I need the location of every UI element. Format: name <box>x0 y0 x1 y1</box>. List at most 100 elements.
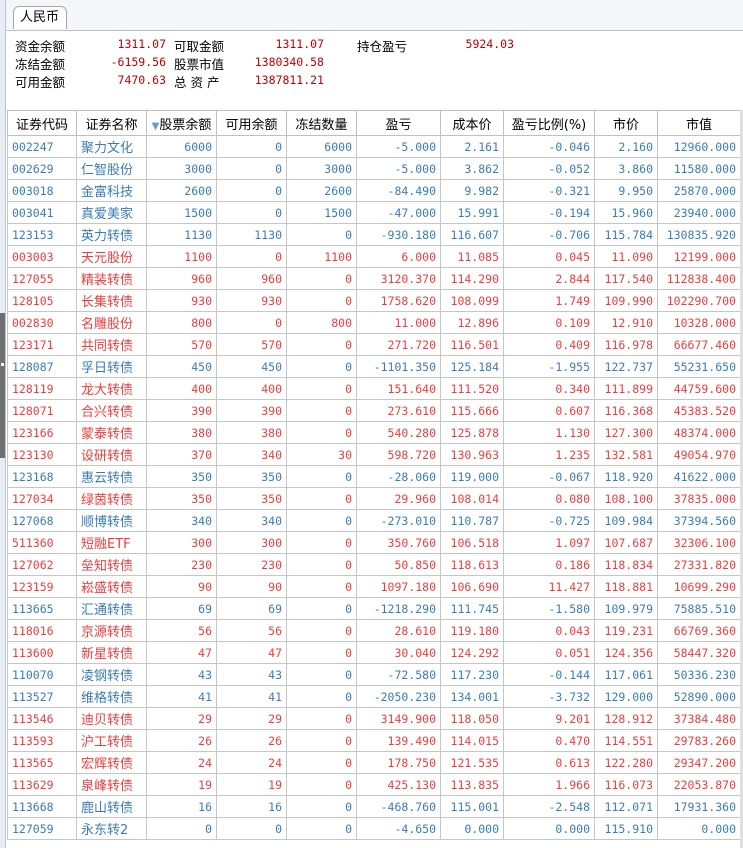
table-row[interactable]: 127059 永东转2 0 0 0 -4.650 0.000 0.000 115.910 0.00… <box>7 817 741 840</box>
table-cell: -273.010 <box>356 509 441 532</box>
table-cell: 109.984 <box>594 509 658 532</box>
table-cell: 0 <box>286 531 357 554</box>
table-cell: 11.427 <box>503 575 595 598</box>
table-cell: 66769.360 <box>657 619 741 642</box>
panel-splitter-handle[interactable] <box>0 313 5 458</box>
table-cell: 0.340 <box>503 377 595 400</box>
table-cell: 26 <box>216 729 287 752</box>
tab-rmb[interactable]: 人民币 <box>13 6 67 29</box>
table-cell: 0 <box>286 619 357 642</box>
security-code: 127034 <box>7 487 77 510</box>
table-row[interactable]: 128087 孚日转债 450 450 0 -1101.350 125.184 -1.955 1… <box>7 355 741 378</box>
table-row[interactable]: 003018 金富科技 2600 0 2600 -84.490 9.982 -0.321 9.9… <box>7 179 741 202</box>
table-cell: 960 <box>216 267 287 290</box>
table-row[interactable]: 123159 崧盛转债 90 90 0 1097.180 106.690 11.427 118.… <box>7 575 741 598</box>
vertical-scrollbar[interactable] <box>740 110 743 848</box>
table-cell: -0.052 <box>503 157 595 180</box>
table-cell: 47 <box>146 641 217 664</box>
security-name: 精装转债 <box>76 267 147 290</box>
column-header[interactable]: 冻结数量 <box>286 110 357 136</box>
table-row[interactable]: 123153 英力转债 1130 1130 0 -930.180 116.607 -0.706… <box>7 223 741 246</box>
table-cell: 0.051 <box>503 641 595 664</box>
security-name: 金富科技 <box>76 179 147 202</box>
column-header[interactable]: 成本价 <box>440 110 504 136</box>
table-cell: 0 <box>286 289 357 312</box>
column-header[interactable]: ▼股票余额 <box>146 110 217 136</box>
table-cell: 115.784 <box>594 223 658 246</box>
table-cell: 37384.480 <box>657 707 741 730</box>
security-code: 127062 <box>7 553 77 576</box>
table-cell: -0.046 <box>503 135 595 158</box>
table-row[interactable]: 113546 迪贝转债 29 29 0 3149.900 118.050 9.201 128.9… <box>7 707 741 730</box>
column-header[interactable]: 证券代码 <box>7 110 77 136</box>
table-row[interactable]: 002629 仁智股份 3000 0 3000 -5.000 3.862 -0.052 3.86… <box>7 157 741 180</box>
column-header[interactable]: 盈亏 <box>356 110 441 136</box>
table-row[interactable]: 002247 聚力文化 6000 0 6000 -5.000 2.161 -0.046 2.16… <box>7 135 741 158</box>
table-cell: 37394.560 <box>657 509 741 532</box>
table-cell: 111.745 <box>440 597 504 620</box>
table-row[interactable]: 128105 长集转债 930 930 0 1758.620 108.099 1.749 109… <box>7 289 741 312</box>
column-header[interactable]: 市值 <box>657 110 741 136</box>
table-cell: 3.862 <box>440 157 504 180</box>
table-row[interactable]: 003041 真爱美家 1500 0 1500 -47.000 15.991 -0.194 15… <box>7 201 741 224</box>
table-cell: 122.737 <box>594 355 658 378</box>
table-cell: 0 <box>286 355 357 378</box>
security-name: 崧盛转债 <box>76 575 147 598</box>
table-row[interactable]: 110070 凌钢转债 43 43 0 -72.580 117.230 -0.144 117.0… <box>7 663 741 686</box>
security-name: 新星转债 <box>76 641 147 664</box>
table-cell: -0.144 <box>503 663 595 686</box>
column-header[interactable]: 市价 <box>594 110 658 136</box>
table-row[interactable]: 113565 宏辉转债 24 24 0 178.750 121.535 0.613 122.28… <box>7 751 741 774</box>
table-row[interactable]: 128119 龙大转债 400 400 0 151.640 111.520 0.340 111.… <box>7 377 741 400</box>
table-row[interactable]: 113600 新星转债 47 47 0 30.040 124.292 0.051 124.356… <box>7 641 741 664</box>
table-cell: 12199.000 <box>657 245 741 268</box>
table-cell: 50336.230 <box>657 663 741 686</box>
table-cell: 340 <box>146 509 217 532</box>
table-cell: 0 <box>216 201 287 224</box>
security-code: 123171 <box>7 333 77 356</box>
table-row[interactable]: 123130 设研转债 370 340 30 598.720 130.963 1.235 132… <box>7 443 741 466</box>
table-row[interactable]: 113527 维格转债 41 41 0 -2050.230 134.001 -3.732 129… <box>7 685 741 708</box>
column-header[interactable]: 盈亏比例(%) <box>503 110 595 136</box>
table-row[interactable]: 128071 合兴转债 390 390 0 273.610 115.666 0.607 116.… <box>7 399 741 422</box>
table-row[interactable]: 113593 沪工转债 26 26 0 139.490 114.015 0.470 114.55… <box>7 729 741 752</box>
table-cell: 1130 <box>216 223 287 246</box>
table-row[interactable]: 118016 京源转债 56 56 0 28.610 119.180 0.043 119.231… <box>7 619 741 642</box>
table-cell: 90 <box>216 575 287 598</box>
table-cell: 1.966 <box>503 773 595 796</box>
table-row[interactable]: 123171 共同转债 570 570 0 271.720 116.501 0.409 116.… <box>7 333 741 356</box>
table-row[interactable]: 127055 精装转债 960 960 0 3120.370 114.290 2.844 117… <box>7 267 741 290</box>
table-cell: 30 <box>286 443 357 466</box>
table-cell: 0 <box>286 685 357 708</box>
table-row[interactable]: 002830 名雕股份 800 0 800 11.000 12.896 0.109 12.910… <box>7 311 741 334</box>
security-code: 113593 <box>7 729 77 752</box>
table-row[interactable]: 113668 鹿山转债 16 16 0 -468.760 115.001 -2.548 112.… <box>7 795 741 818</box>
summary-label: 可取金额 <box>174 39 225 54</box>
table-cell: 0 <box>286 421 357 444</box>
table-cell: 0.607 <box>503 399 595 422</box>
table-cell: 350 <box>216 465 287 488</box>
column-header[interactable]: 证券名称 <box>76 110 147 136</box>
security-code: 113565 <box>7 751 77 774</box>
table-row[interactable]: 123166 蒙泰转债 380 380 0 540.280 125.878 1.130 127.… <box>7 421 741 444</box>
table-cell: 75885.510 <box>657 597 741 620</box>
table-row[interactable]: 127062 垒知转债 230 230 0 50.850 118.613 0.186 118.8… <box>7 553 741 576</box>
table-cell: 16 <box>146 795 217 818</box>
summary-value: 7470.63 <box>117 73 166 87</box>
column-header[interactable]: 可用余额 <box>216 110 287 136</box>
table-cell: 48374.000 <box>657 421 741 444</box>
table-cell: 111.520 <box>440 377 504 400</box>
table-row[interactable]: 003003 天元股份 1100 0 1100 6.000 11.085 0.045 11.09… <box>7 245 741 268</box>
table-row[interactable]: 127034 绿茵转债 350 350 0 29.960 108.014 0.080 108.1… <box>7 487 741 510</box>
table-row[interactable]: 113629 泉峰转债 19 19 0 425.130 113.835 1.966 116.07… <box>7 773 741 796</box>
grip-icon <box>1 363 4 366</box>
column-header-label: 股票余额 <box>159 117 212 133</box>
table-row[interactable]: 113665 汇通转债 69 69 0 -1218.290 111.745 -1.580 109… <box>7 597 741 620</box>
table-row[interactable]: 511360 短融ETF 300 300 0 350.760 106.518 1.097 107… <box>7 531 741 554</box>
table-body: 002247 聚力文化 6000 0 6000 -5.000 2.161 -0.046 2.16… <box>7 135 741 840</box>
table-cell: 30.040 <box>356 641 441 664</box>
table-row[interactable]: 123168 惠云转债 350 350 0 -28.060 119.000 -0.067 118… <box>7 465 741 488</box>
table-cell: -4.650 <box>356 817 441 840</box>
table-cell: 116.501 <box>440 333 504 356</box>
table-row[interactable]: 127068 顺博转债 340 340 0 -273.010 110.787 -0.725 10… <box>7 509 741 532</box>
